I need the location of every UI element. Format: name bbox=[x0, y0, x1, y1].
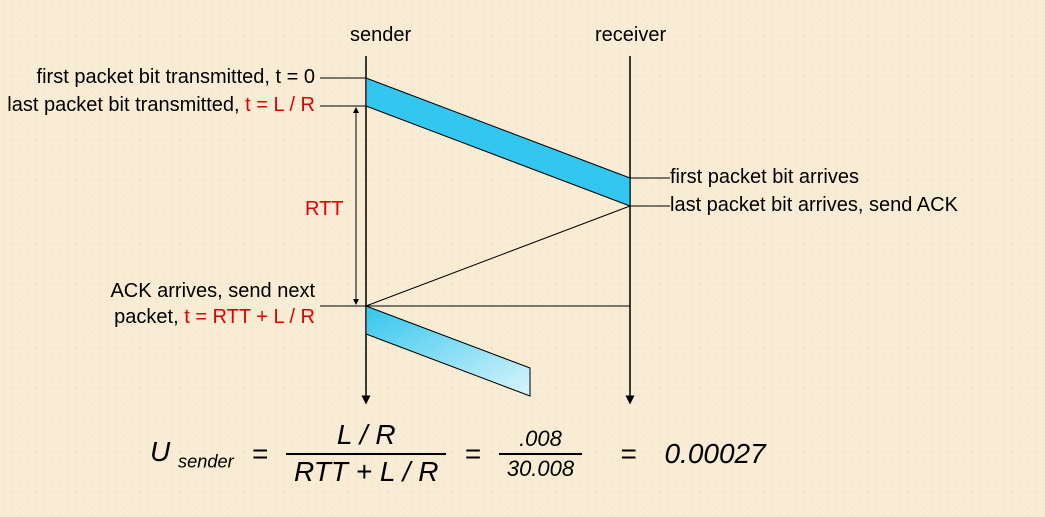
ack-line bbox=[366, 206, 630, 306]
rtt-label: RTT bbox=[305, 198, 344, 221]
ack-label-line2: packet, t = RTT + L / R bbox=[114, 306, 315, 329]
sender-label: sender bbox=[350, 24, 411, 47]
last-tx-label: last packet bit transmitted, t = L / R bbox=[7, 94, 315, 117]
packet-2 bbox=[366, 306, 530, 396]
ack-label-line1: ACK arrives, send next bbox=[110, 280, 315, 303]
last-arrive-label: last packet bit arrives, send ACK bbox=[670, 194, 958, 217]
packet-1 bbox=[366, 78, 630, 206]
utilization-formula: U sender = L / R RTT + L / R = .008 30.0… bbox=[150, 420, 766, 488]
receiver-label: receiver bbox=[595, 24, 666, 47]
first-arrive-label: first packet bit arrives bbox=[670, 166, 859, 189]
first-tx-label: first packet bit transmitted, t = 0 bbox=[37, 66, 315, 89]
